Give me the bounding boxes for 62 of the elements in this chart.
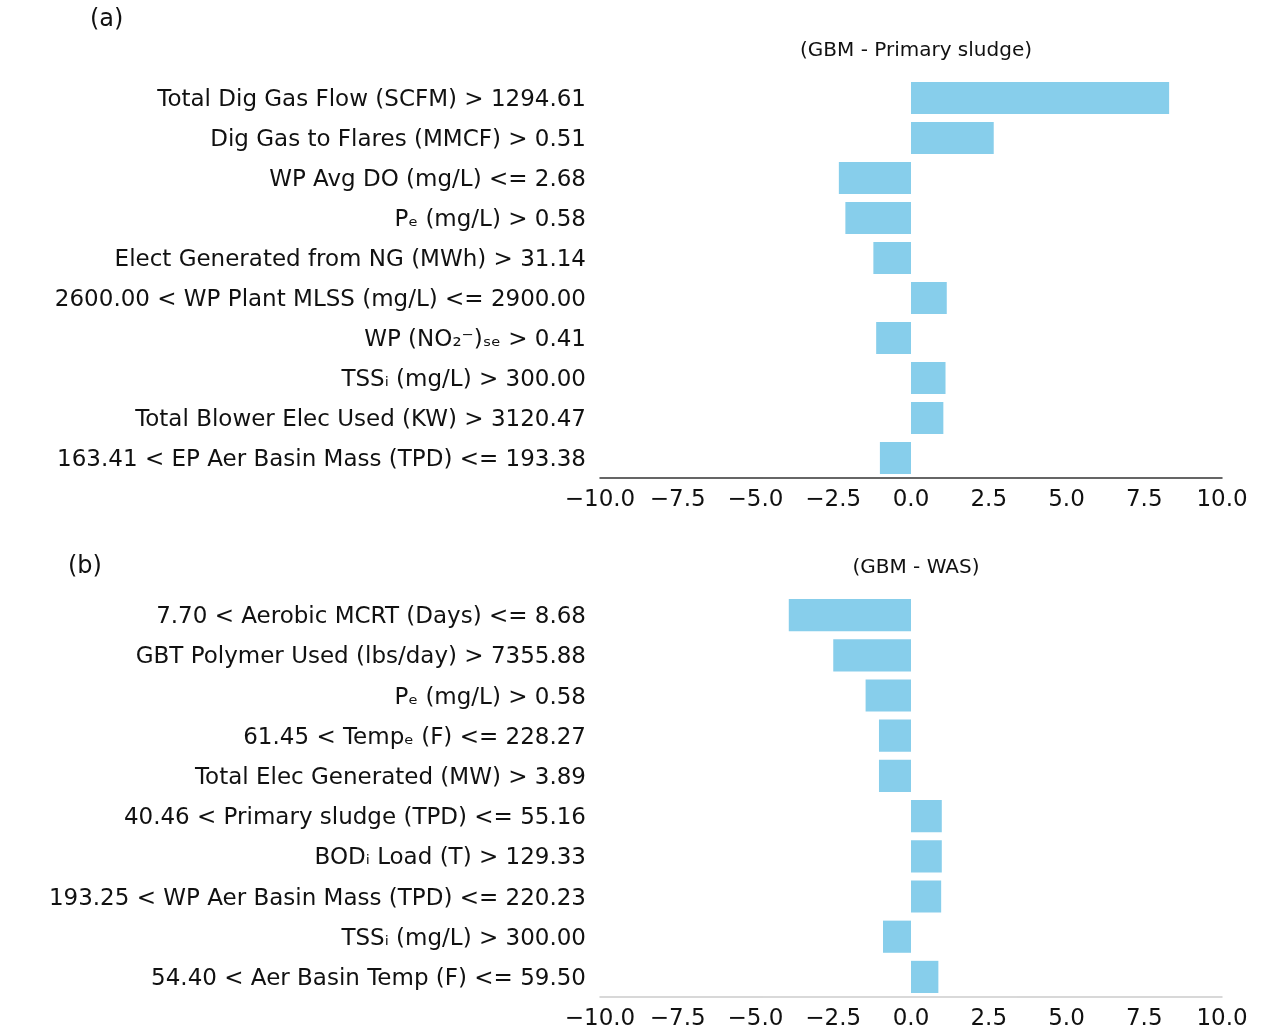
y-tick-label: 61.45 < Tempₑ (F) <= 228.27 [243,722,586,749]
bar [879,442,911,474]
x-tick-label: 5.0 [1048,484,1085,511]
x-tick-label: 10.0 [1196,1003,1248,1028]
x-tick-label: −5.0 [727,1003,784,1028]
bar [911,800,942,833]
x-tick-label: −10.0 [564,484,636,511]
y-tick-label: TSSᵢ (mg/L) > 300.00 [340,365,586,391]
x-tick-label: 5.0 [1048,1003,1085,1028]
bar [845,202,911,234]
bar [865,679,911,712]
y-tick-label: Dig Gas to Flares (MMCF) > 0.51 [210,125,586,151]
y-tick-label: Elect Generated from NG (MWh) > 31.14 [114,245,586,271]
chart-title: (GBM - WAS) [852,554,980,578]
bar [911,362,946,394]
y-tick-label: GBT Polymer Used (lbs/day) > 7355.88 [135,642,586,669]
x-tick-label: −2.5 [805,1003,862,1028]
y-tick-label: 40.46 < Primary sludge (TPD) <= 55.16 [123,803,586,830]
x-tick-label: 7.5 [1125,484,1163,511]
x-tick-label: 2.5 [970,484,1008,511]
bar [883,920,911,953]
y-tick-label: 193.25 < WP Aer Basin Mass (TPD) <= 220.23 [48,883,586,910]
y-tick-label: Pₑ (mg/L) > 0.58 [394,205,586,231]
bar [833,639,911,672]
x-tick-label: 7.5 [1125,1003,1163,1028]
bar [911,402,944,434]
bar [878,759,911,792]
y-tick-label: 163.41 < EP Aer Basin Mass (TPD) <= 193.38 [57,445,586,471]
x-tick-label: 10.0 [1196,484,1248,511]
y-tick-label: Pₑ (mg/L) > 0.58 [394,682,586,709]
bar [911,122,994,154]
x-tick-label: −5.0 [727,484,784,511]
bar [911,82,1170,114]
bar [788,599,911,632]
x-tick-label: 0.0 [892,1003,930,1028]
y-tick-label: BODᵢ Load (T) > 129.33 [314,843,586,870]
y-tick-label: Total Elec Generated (MW) > 3.89 [193,762,586,789]
y-tick-label: 54.40 < Aer Basin Temp (F) <= 59.50 [151,963,586,990]
bar [911,960,939,993]
y-tick-label: TSSᵢ (mg/L) > 300.00 [340,923,586,950]
y-tick-label: 2600.00 < WP Plant MLSS (mg/L) <= 2900.00 [54,285,586,311]
bar [838,162,911,194]
bar [911,880,942,913]
y-tick-label: Total Blower Elec Used (KW) > 3120.47 [134,405,586,431]
bar [911,282,947,314]
text: (b) [68,551,102,579]
bar [878,719,911,752]
y-tick-label: 7.70 < Aerobic MCRT (Days) <= 8.68 [156,602,586,629]
bar [911,840,942,873]
x-tick-label: −10.0 [564,1003,636,1028]
chart-title: (GBM - Primary sludge) [799,37,1033,61]
y-tick-label: WP Avg DO (mg/L) <= 2.68 [269,165,586,191]
x-tick-label: 2.5 [970,1003,1008,1028]
y-tick-label: Total Dig Gas Flow (SCFM) > 1294.61 [156,85,586,111]
x-tick-label: −7.5 [649,1003,706,1028]
y-tick-label: WP (NO₂⁻)ₛₑ > 0.41 [364,325,586,351]
text: (a) [90,4,124,32]
x-tick-label: −2.5 [805,484,862,511]
bar [876,322,911,354]
x-tick-label: −7.5 [649,484,706,511]
x-tick-label: 0.0 [892,484,930,511]
bar [873,242,911,274]
